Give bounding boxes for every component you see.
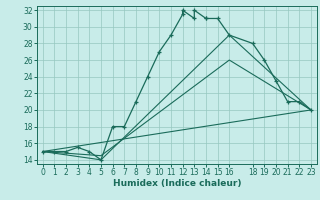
X-axis label: Humidex (Indice chaleur): Humidex (Indice chaleur): [113, 179, 241, 188]
